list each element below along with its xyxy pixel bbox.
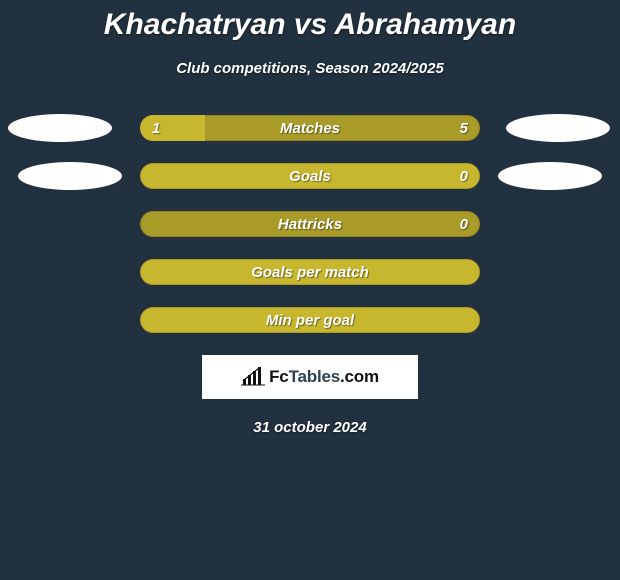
bar-value-right: 5 xyxy=(460,115,468,141)
bar-label: Goals xyxy=(140,163,480,189)
page-subtitle: Club competitions, Season 2024/2025 xyxy=(0,60,620,77)
logo-brand: Fc xyxy=(269,367,288,386)
stat-row: 0Goals xyxy=(0,163,620,189)
player-left-marker xyxy=(8,114,112,142)
chart-icon xyxy=(241,367,265,387)
stat-row: Goals per match xyxy=(0,259,620,285)
bar-value-right: 0 xyxy=(460,211,468,237)
bar-value-right: 0 xyxy=(460,163,468,189)
player-right-marker xyxy=(506,114,610,142)
logo-box: FcTables.com xyxy=(202,355,418,399)
stat-row: Min per goal xyxy=(0,307,620,333)
stat-bar: 15Matches xyxy=(140,115,480,141)
stat-bar: Min per goal xyxy=(140,307,480,333)
stat-row: 15Matches xyxy=(0,115,620,141)
stat-bar: 0Hattricks xyxy=(140,211,480,237)
bar-value-left: 1 xyxy=(152,115,160,141)
bar-label: Min per goal xyxy=(140,307,480,333)
comparison-bars: 15Matches0Goals0HattricksGoals per match… xyxy=(0,115,620,333)
date-label: 31 october 2024 xyxy=(0,419,620,436)
logo-suffix: .com xyxy=(340,367,379,386)
bar-label: Goals per match xyxy=(140,259,480,285)
player-right-marker xyxy=(498,162,602,190)
player-left-marker xyxy=(18,162,122,190)
logo-text: FcTables.com xyxy=(269,367,379,387)
bar-fill-left xyxy=(140,115,205,141)
stat-bar: Goals per match xyxy=(140,259,480,285)
stat-row: 0Hattricks xyxy=(0,211,620,237)
page-title: Khachatryan vs Abrahamyan xyxy=(0,0,620,42)
stat-bar: 0Goals xyxy=(140,163,480,189)
logo-rest: Tables xyxy=(289,367,340,386)
bar-label: Hattricks xyxy=(140,211,480,237)
